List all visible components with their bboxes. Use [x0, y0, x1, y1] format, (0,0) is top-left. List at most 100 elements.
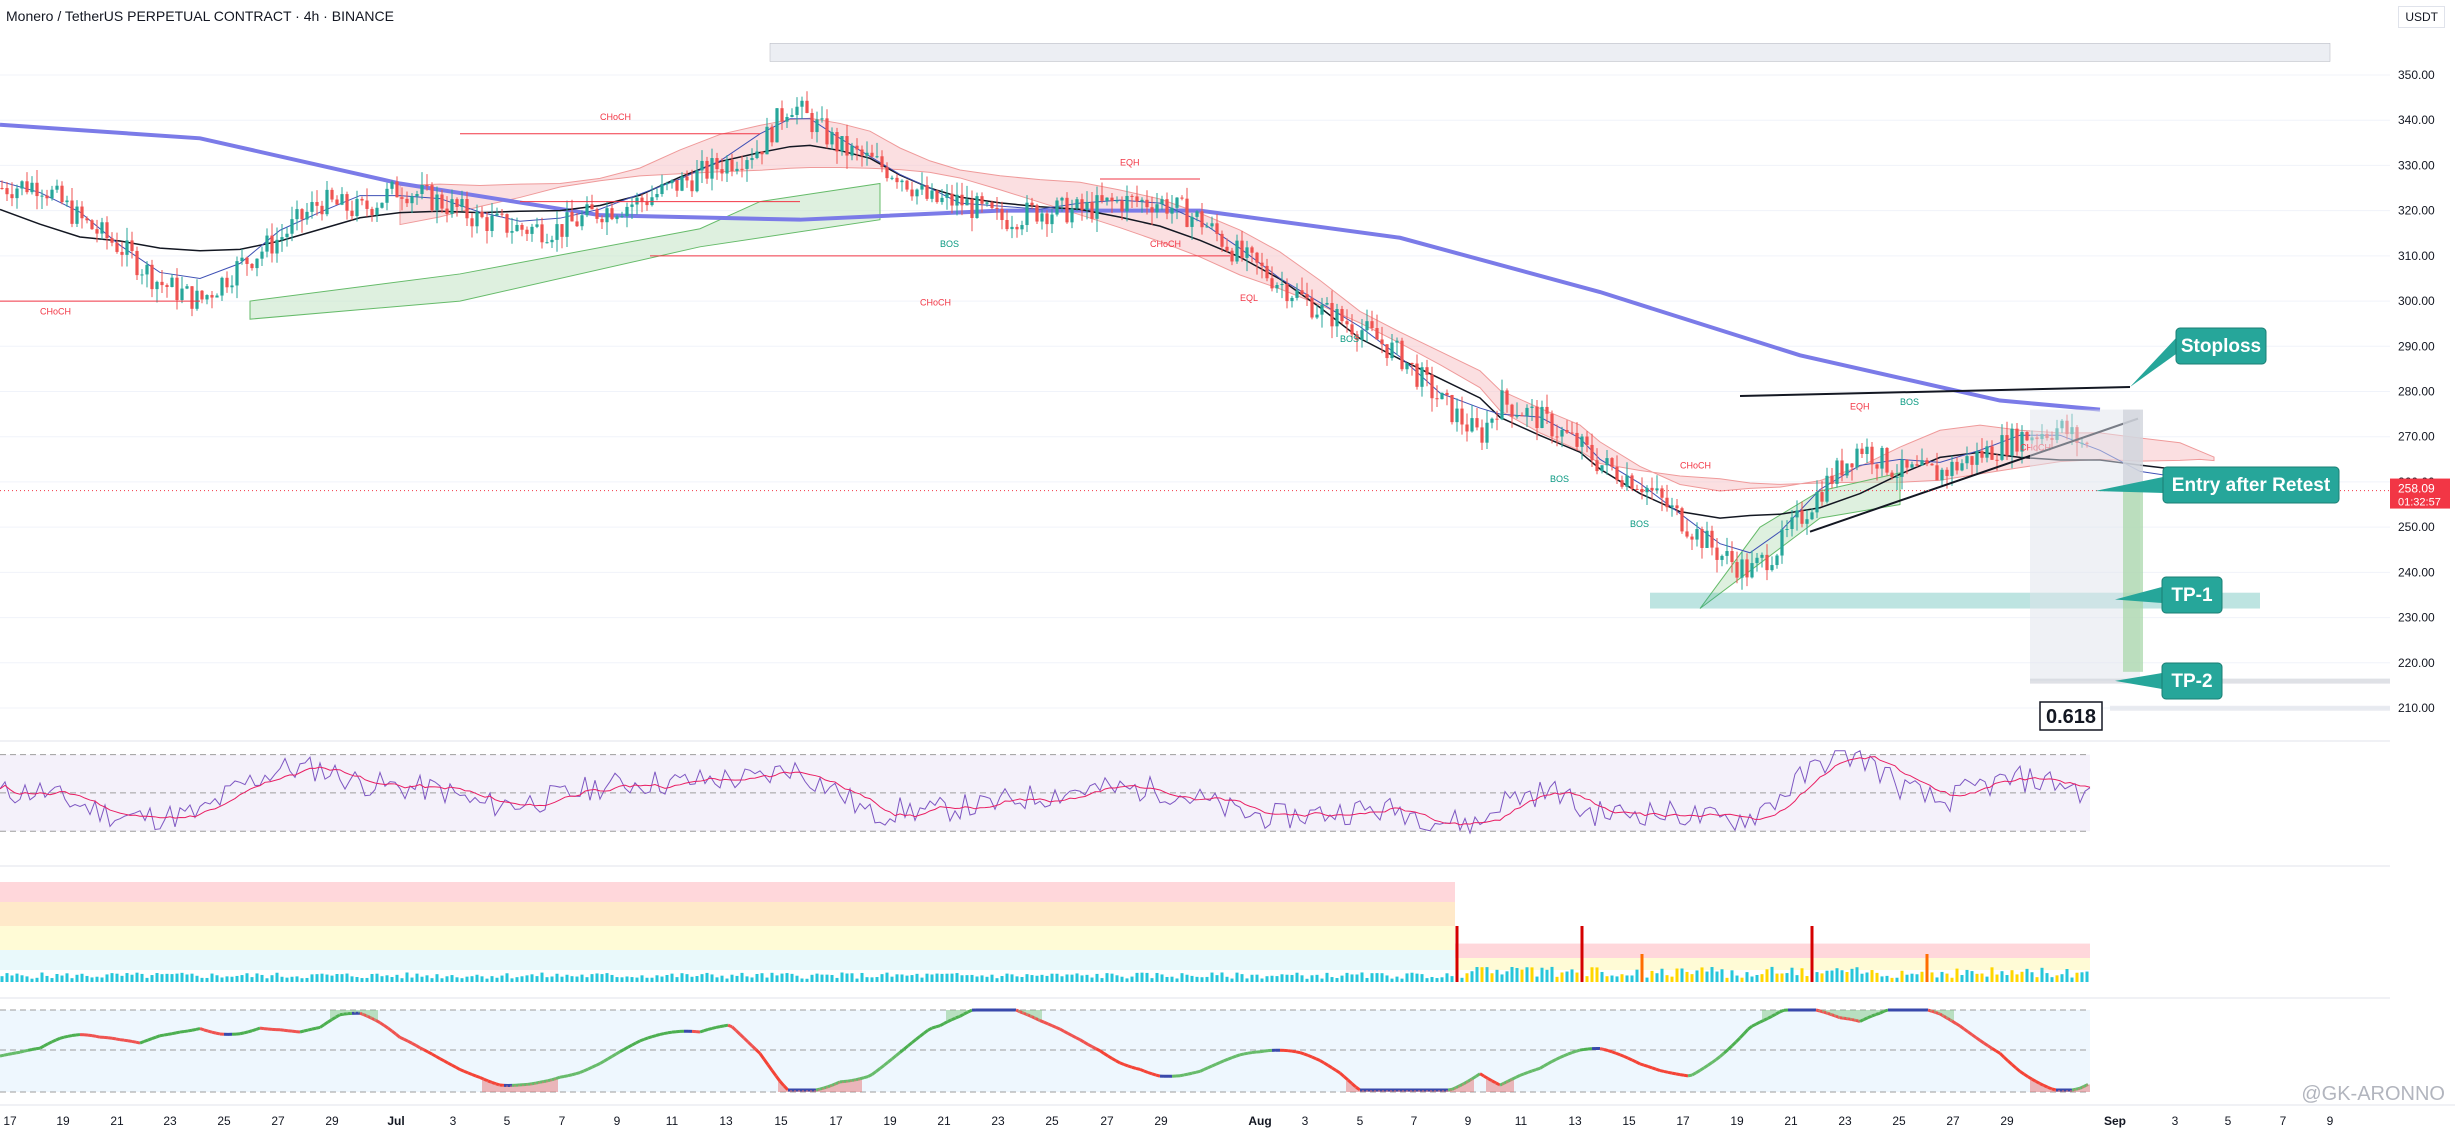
osc-line-segment: [1730, 1040, 1738, 1047]
volume-bar: [1360, 972, 1364, 982]
volume-bar: [2005, 975, 2009, 982]
osc-line-segment: [31, 1047, 37, 1051]
osc-line-segment: [479, 1076, 485, 1081]
candle-body: [375, 207, 379, 216]
volume-bar: [110, 973, 114, 982]
osc-line-segment: [631, 1041, 637, 1047]
volume-bar: [1655, 973, 1659, 982]
volume-bar: [500, 975, 504, 982]
osc-line-segment: [1219, 1059, 1225, 1064]
oscillator-pane[interactable]: 0: [0, 997, 2455, 1093]
volume-bar: [2040, 967, 2044, 982]
candle-body: [1615, 466, 1619, 481]
osc-line-segment: [1603, 1048, 1609, 1053]
rsi-pane[interactable]: 60.0020.0043.3940.38: [0, 740, 2455, 857]
candle-body: [420, 185, 424, 195]
time-tick-label: 27: [1100, 1114, 1114, 1128]
osc-line-segment: [1859, 1018, 1865, 1023]
candle-body: [660, 184, 664, 195]
volume-bar: [1410, 972, 1414, 982]
volume-bar: [230, 976, 234, 982]
candle-body: [705, 160, 709, 179]
tp2-callout[interactable]: TP-2: [2115, 662, 2223, 700]
candle-body: [1405, 362, 1409, 370]
osc-line-segment: [1239, 1052, 1245, 1057]
candle-body: [1250, 247, 1254, 253]
osc-line-segment: [127, 1039, 133, 1043]
volume-pane[interactable]: 120K80K40K0: [0, 865, 2455, 989]
candle-body: [1170, 207, 1174, 214]
osc-line-segment: [71, 1033, 77, 1038]
candle-body: [385, 188, 389, 203]
candle-body: [755, 151, 759, 159]
volume-bar: [245, 973, 249, 982]
volume-bar: [215, 975, 219, 982]
osc-line-segment: [3, 1052, 9, 1057]
candle-body: [545, 242, 549, 244]
candle-body: [735, 168, 739, 172]
volume-bar: [835, 977, 839, 982]
trade-setup[interactable]: Stoploss Entry after Retest TP-1 TP-2 0.618: [0, 327, 2390, 731]
candle-body: [920, 185, 924, 190]
volume-bar: [1495, 969, 1499, 982]
osc-line-segment: [139, 1040, 145, 1045]
candle-body: [255, 258, 259, 269]
osc-line-segment: [319, 1023, 325, 1029]
rsi-line: [0, 750, 2091, 835]
candle-body: [865, 152, 869, 156]
osc-line-segment: [1091, 1045, 1097, 1051]
volume-bar: [455, 977, 459, 982]
osc-line-segment: [0, 1053, 5, 1058]
candle-body: [2010, 428, 2014, 456]
volume-bar: [95, 976, 99, 982]
candle-body: [1580, 436, 1584, 447]
osc-line-segment: [750, 1044, 758, 1051]
osc-line-segment: [1323, 1061, 1329, 1067]
volume-bar: [370, 974, 374, 982]
osc-line-segment: [1579, 1047, 1585, 1052]
price-tick-label: 300.00: [2398, 294, 2435, 308]
osc-line-segment: [1771, 1012, 1777, 1018]
structure-label: BOS: [1900, 397, 1919, 407]
entry-callout[interactable]: Entry after Retest: [2095, 466, 2340, 504]
candle-body: [780, 108, 784, 122]
time-axis[interactable]: 17 19 21 23 25 27 29 Jul 3 5 7 9 11 13 15 17 19 21 23 25 27 2…: [0, 1104, 2455, 1128]
candle-body: [265, 235, 269, 252]
osc-line-segment: [179, 1030, 185, 1034]
candle-body: [1570, 432, 1574, 434]
volume-bar: [905, 975, 909, 982]
candles-layer[interactable]: [0, 91, 2089, 590]
volume-bar: [1080, 975, 1084, 982]
volume-bar: [1195, 976, 1199, 982]
time-tick-label: 25: [1045, 1114, 1059, 1128]
volume-bar: [1725, 977, 1729, 982]
volume-bar: [1925, 954, 1929, 982]
osc-line-segment: [487, 1079, 493, 1084]
candle-body: [465, 199, 469, 219]
osc-line-segment: [1607, 1049, 1613, 1054]
volume-bar: [340, 974, 344, 982]
tp1-callout[interactable]: TP-1: [2115, 576, 2223, 614]
osc-line-segment: [1775, 1010, 1781, 1016]
volume-bar: [195, 975, 199, 982]
price-axis[interactable]: 350.00 340.00 330.00 320.00 310.00 300.00 290.…: [2390, 0, 2455, 1136]
candle-body: [80, 206, 84, 219]
volume-bar: [1590, 967, 1594, 982]
candle-body: [160, 281, 164, 286]
osc-line-segment: [867, 1073, 873, 1078]
volume-bar: [1475, 967, 1479, 982]
candle-body: [1285, 283, 1289, 302]
candle-body: [1070, 208, 1074, 223]
currency-button[interactable]: USDT: [2398, 6, 2445, 28]
candle-body: [1455, 408, 1459, 423]
candle-body: [1585, 436, 1589, 445]
osc-line-segment: [2027, 1075, 2033, 1081]
volume-bar: [185, 974, 189, 982]
osc-line-segment: [1995, 1049, 2001, 1055]
candle-body: [535, 224, 539, 227]
osc-line-segment: [1099, 1049, 1105, 1055]
stoploss-callout[interactable]: Stoploss: [2130, 327, 2267, 387]
candle-body: [1380, 339, 1384, 345]
candle-body: [315, 202, 319, 206]
